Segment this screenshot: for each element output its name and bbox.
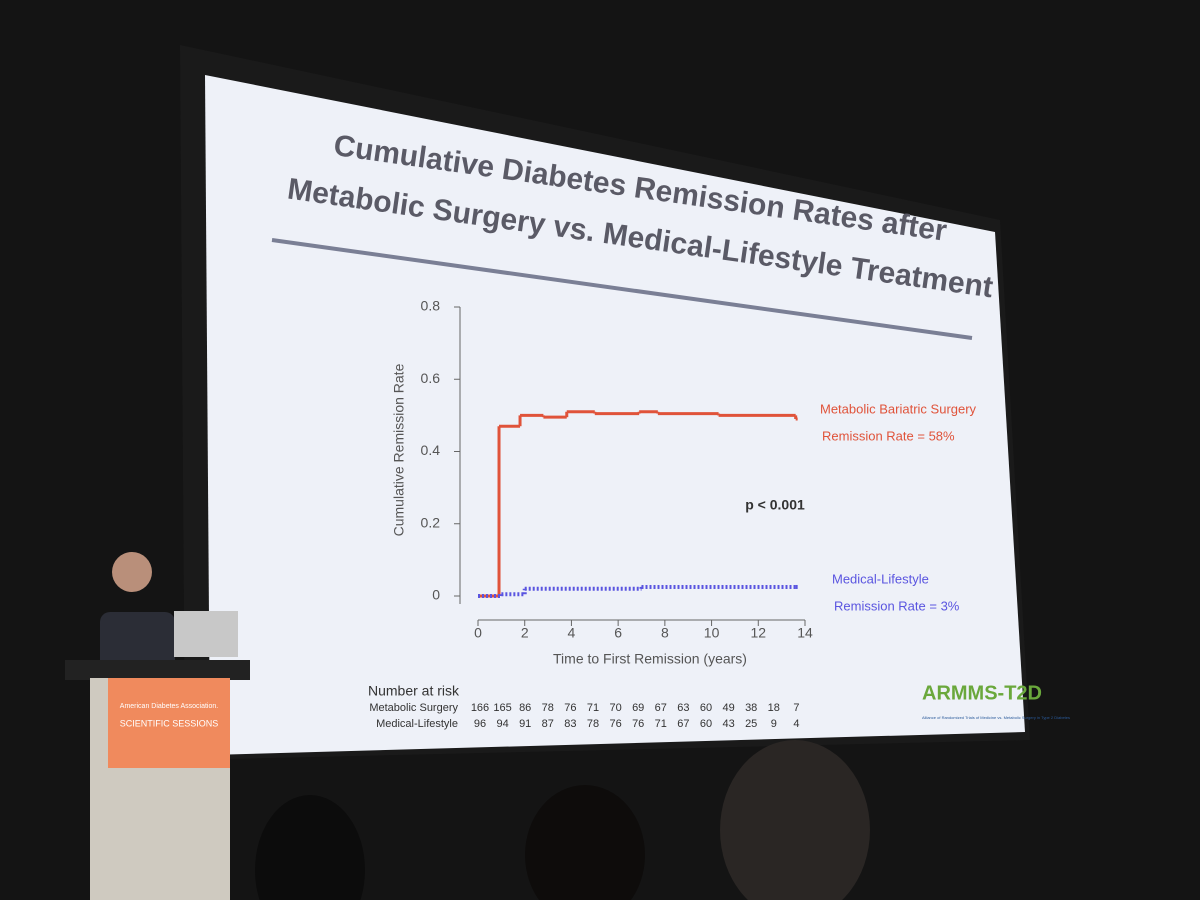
y-tick-label: 0.2	[421, 514, 441, 530]
series-label: Metabolic Bariatric Surgery	[820, 401, 977, 416]
risk-count: 165	[493, 702, 511, 714]
risk-count: 94	[496, 718, 508, 730]
risk-count: 166	[471, 702, 489, 714]
x-tick-label: 0	[474, 625, 482, 641]
risk-count: 71	[587, 702, 599, 714]
risk-row-name: Medical-Lifestyle	[376, 718, 458, 730]
speaker-head	[112, 552, 152, 592]
risk-count: 38	[745, 702, 757, 714]
risk-count: 60	[700, 718, 712, 730]
podium-sign	[108, 678, 230, 768]
risk-count: 60	[700, 702, 712, 714]
x-tick-label: 10	[704, 625, 720, 641]
x-tick-label: 8	[661, 625, 669, 641]
y-axis-title: Cumulative Remission Rate	[391, 363, 407, 536]
x-axis-title: Time to First Remission (years)	[553, 651, 747, 667]
risk-count: 78	[587, 718, 599, 730]
risk-count: 4	[793, 718, 799, 730]
p-value: p < 0.001	[745, 497, 805, 513]
risk-count: 49	[722, 702, 734, 714]
y-tick-label: 0.6	[421, 370, 441, 386]
series-annotation: Remission Rate = 3%	[834, 598, 960, 613]
risk-count: 69	[632, 702, 644, 714]
y-tick-label: 0	[432, 587, 440, 603]
podium: American Diabetes Association. SCIENTIFI…	[65, 552, 250, 900]
title-rule	[271, 238, 973, 340]
x-tick-label: 4	[568, 625, 576, 641]
audience-head	[720, 740, 870, 900]
series-label: Medical-Lifestyle	[832, 571, 929, 586]
risk-count: 43	[722, 718, 734, 730]
risk-count: 18	[768, 702, 780, 714]
risk-count: 78	[542, 702, 554, 714]
logo: ARMMS-T2D	[922, 682, 1042, 704]
audience-head	[255, 795, 365, 900]
risk-count: 71	[655, 718, 667, 730]
risk-count: 25	[745, 718, 757, 730]
risk-count: 76	[609, 718, 621, 730]
logo-subtitle: Alliance of Randomized Trials of Medicin…	[922, 715, 1070, 720]
x-tick-label: 2	[521, 625, 529, 641]
risk-count: 76	[632, 718, 644, 730]
series-annotation: Remission Rate = 58%	[822, 428, 955, 443]
risk-title: Number at risk	[368, 683, 460, 699]
podium-text: SCIENTIFIC SESSIONS	[120, 718, 219, 728]
risk-count: 7	[793, 702, 799, 714]
x-tick-label: 6	[614, 625, 622, 641]
podium-top	[65, 660, 250, 680]
risk-count: 67	[677, 718, 689, 730]
podium-text: American Diabetes Association.	[120, 703, 218, 710]
laptop	[174, 611, 238, 657]
risk-count: 87	[542, 718, 554, 730]
risk-count: 96	[474, 718, 486, 730]
risk-count: 83	[564, 718, 576, 730]
audience	[255, 740, 870, 900]
y-tick-label: 0.8	[421, 298, 441, 314]
risk-count: 9	[771, 718, 777, 730]
y-tick-label: 0.4	[421, 442, 441, 458]
risk-count: 91	[519, 718, 531, 730]
risk-count: 86	[519, 702, 531, 714]
risk-count: 76	[564, 702, 576, 714]
x-tick-label: 14	[797, 625, 813, 641]
risk-count: 67	[655, 702, 667, 714]
speaker	[100, 612, 175, 672]
risk-count: 70	[609, 702, 621, 714]
risk-row-name: Metabolic Surgery	[369, 702, 458, 714]
risk-count: 63	[677, 702, 689, 714]
x-tick-label: 12	[750, 625, 766, 641]
audience-head	[525, 785, 645, 900]
